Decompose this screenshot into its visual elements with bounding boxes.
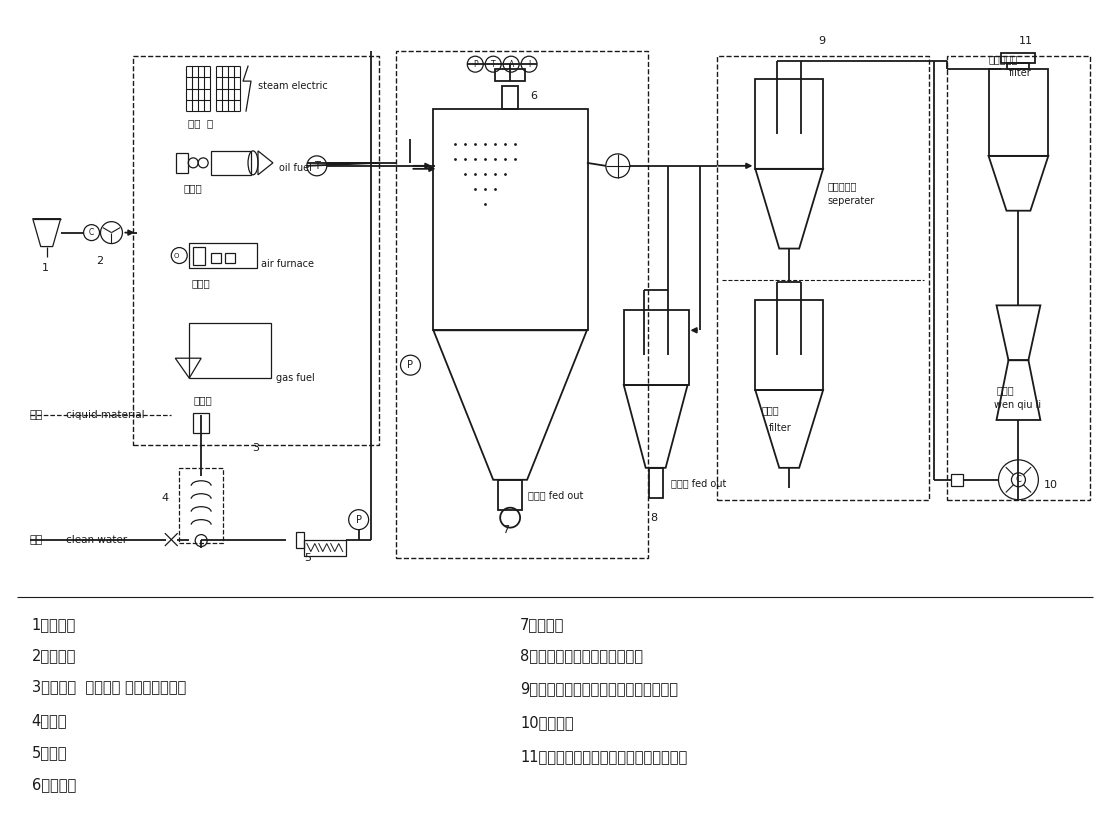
- Text: I: I: [528, 60, 530, 69]
- Text: air furnace: air furnace: [261, 259, 314, 269]
- Text: 10: 10: [1043, 480, 1057, 490]
- Text: 8: 8: [650, 513, 658, 522]
- Text: 5．料泵: 5．料泵: [32, 745, 67, 760]
- Text: wen qiu li: wen qiu li: [993, 400, 1041, 410]
- Text: 9: 9: [818, 37, 825, 47]
- Text: T: T: [491, 60, 495, 69]
- Text: 2: 2: [96, 255, 104, 265]
- Text: O: O: [174, 253, 179, 259]
- Text: clean water: clean water: [65, 535, 127, 545]
- Bar: [498, 480, 522, 510]
- Bar: [718, 57, 929, 500]
- Text: 2．送風机: 2．送風机: [32, 647, 76, 663]
- Bar: [189, 243, 257, 269]
- Text: P: P: [356, 515, 362, 525]
- Bar: [304, 540, 346, 556]
- Text: filter: filter: [1009, 68, 1031, 78]
- Text: 1: 1: [42, 264, 49, 274]
- Text: gas fuel: gas fuel: [275, 373, 315, 383]
- Text: 清水: 清水: [30, 535, 43, 545]
- Bar: [502, 86, 518, 109]
- Text: 6: 6: [530, 91, 538, 101]
- Text: 出料口 fed out: 出料口 fed out: [528, 490, 584, 500]
- Bar: [176, 153, 188, 173]
- Text: 料液: 料液: [30, 410, 43, 420]
- Text: 出料口 fed out: 出料口 fed out: [670, 478, 726, 488]
- Text: 水沫除尘器: 水沫除尘器: [989, 54, 1018, 64]
- Text: seperater: seperater: [827, 196, 875, 206]
- Text: P: P: [407, 360, 414, 370]
- Bar: [194, 413, 209, 433]
- Bar: [624, 310, 689, 385]
- Bar: [434, 109, 588, 330]
- Bar: [211, 151, 251, 175]
- Bar: [755, 79, 823, 169]
- Bar: [189, 324, 271, 378]
- Text: 8．一级收尘器（旋风分离器）: 8．一级收尘器（旋风分离器）: [520, 647, 643, 663]
- Bar: [649, 468, 662, 498]
- Text: 7．干燥塔: 7．干燥塔: [520, 617, 564, 631]
- Text: 3．加热器  （电、蜂 汽、燃油、煤）: 3．加热器 （电、蜂 汽、燃油、煤）: [32, 680, 186, 695]
- Text: 4．料槽: 4．料槽: [32, 714, 67, 729]
- Text: 7: 7: [502, 525, 509, 535]
- Text: 9．二级收尘器（旋风分离器、袋滤器）: 9．二级收尘器（旋风分离器、袋滤器）: [520, 681, 678, 696]
- Text: 燃气炉: 燃气炉: [191, 279, 210, 289]
- Text: 1．过滤器: 1．过滤器: [32, 617, 76, 631]
- Text: 11．湿式除尘器（水沫除尘器、文丘里）: 11．湿式除尘器（水沫除尘器、文丘里）: [520, 750, 687, 765]
- Bar: [947, 57, 1091, 500]
- Text: ciquid material: ciquid material: [65, 410, 144, 420]
- Bar: [226, 253, 236, 263]
- Bar: [1002, 53, 1035, 63]
- Bar: [396, 52, 648, 557]
- Text: 燃煤炉: 燃煤炉: [194, 395, 212, 405]
- Text: 3: 3: [252, 443, 260, 453]
- Text: 10．引風机: 10．引風机: [520, 716, 574, 730]
- Bar: [951, 473, 962, 486]
- Text: 蒸汽  电: 蒸汽 电: [188, 118, 213, 128]
- Bar: [296, 532, 304, 547]
- Bar: [1008, 63, 1030, 69]
- Text: oil fuel: oil fuel: [279, 163, 312, 173]
- Bar: [134, 57, 378, 445]
- Bar: [179, 468, 223, 542]
- Text: 燃油炉: 燃油炉: [184, 183, 202, 193]
- Text: 6．雾化器: 6．雾化器: [32, 777, 76, 792]
- Bar: [495, 69, 525, 82]
- Text: T: T: [314, 161, 320, 171]
- Text: C: C: [88, 228, 94, 237]
- Text: 袋滤器: 袋滤器: [761, 405, 779, 415]
- Text: C: C: [1015, 475, 1021, 484]
- Text: 4: 4: [161, 493, 168, 503]
- Text: filter: filter: [770, 423, 792, 433]
- Text: P: P: [473, 60, 478, 69]
- Text: 5: 5: [304, 552, 311, 562]
- Bar: [989, 69, 1048, 156]
- Text: steam electric: steam electric: [258, 81, 327, 92]
- Text: A: A: [509, 60, 514, 69]
- Text: 旋风分离器: 旋风分离器: [827, 181, 856, 191]
- Bar: [755, 300, 823, 390]
- Bar: [194, 246, 206, 265]
- Text: 文丘里: 文丘里: [997, 385, 1014, 395]
- Bar: [211, 253, 221, 263]
- Text: 11: 11: [1019, 37, 1032, 47]
